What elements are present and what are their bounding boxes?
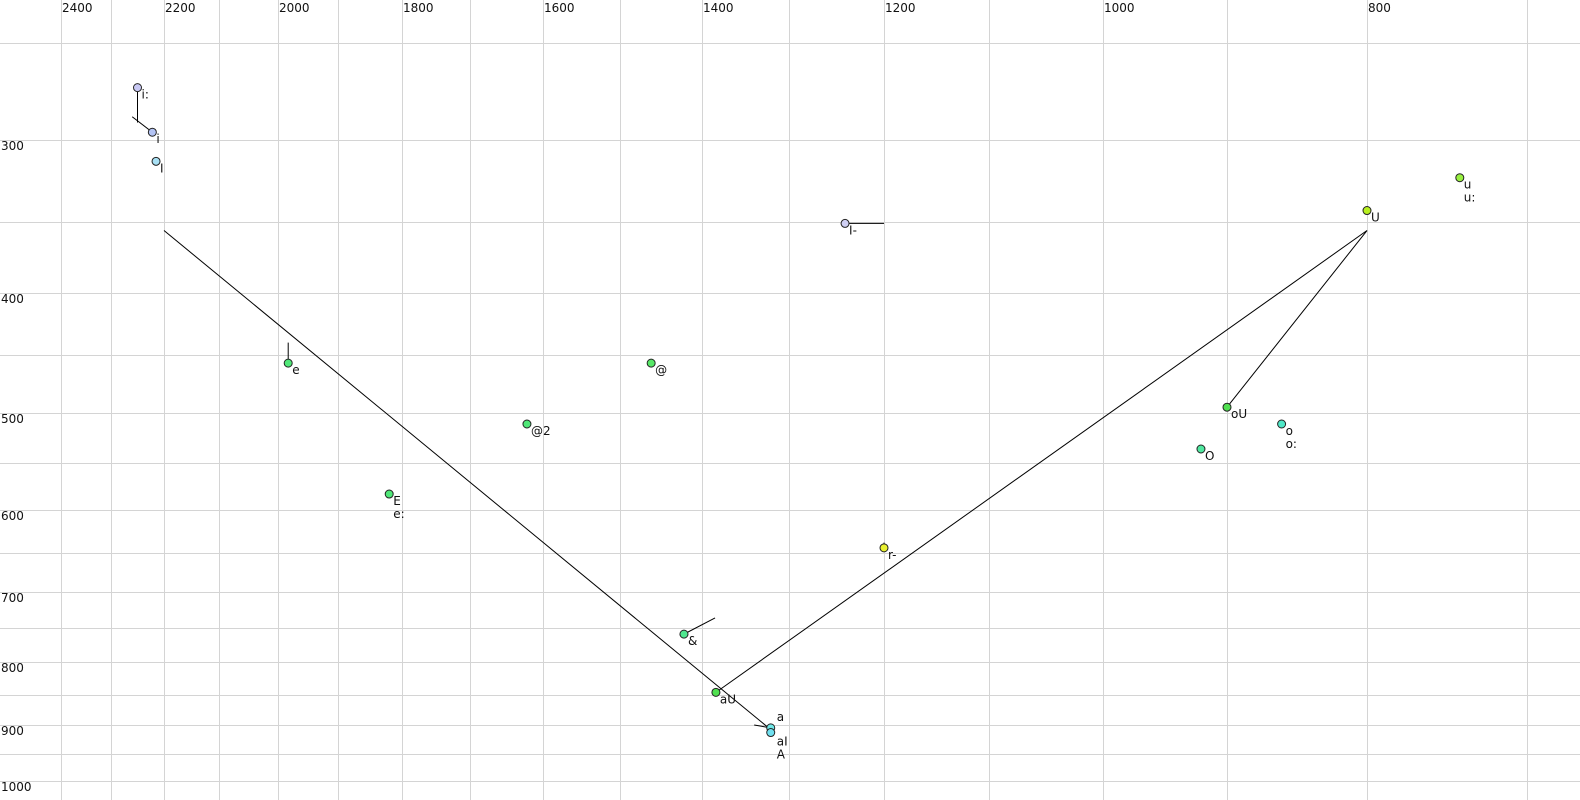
trajectory-line [683, 617, 716, 635]
trajectory-line [163, 230, 772, 731]
vowel-point[interactable] [711, 687, 721, 697]
vowel-label: oU [1231, 407, 1247, 421]
vowel-point[interactable] [1362, 206, 1372, 216]
vowel-label: @2 [531, 424, 551, 438]
vowel-label: a [777, 710, 784, 724]
x-tick-label: 1600 [544, 1, 575, 15]
x-tick-label: 2000 [279, 1, 310, 15]
vowel-point[interactable] [133, 83, 142, 93]
x-tick-label: 1200 [885, 1, 916, 15]
y-tick-label: 500 [1, 412, 24, 426]
vowel-label: I- [849, 223, 857, 237]
y-tick-label: 800 [1, 661, 24, 675]
y-tick-label: 600 [1, 509, 24, 523]
vowel-label: aU [720, 692, 736, 706]
vowel-label: e [292, 363, 299, 377]
vowel-point[interactable] [1455, 173, 1465, 183]
vowel-label: O [1205, 449, 1214, 463]
vowel-label: aI A [777, 735, 788, 762]
vowel-label: I [160, 161, 164, 175]
vowel-label: r- [888, 548, 897, 562]
trajectory-line [1226, 230, 1368, 408]
vowel-point[interactable] [679, 629, 689, 639]
x-tick-label: 1800 [403, 1, 434, 15]
y-tick-label: 1000 [1, 780, 32, 794]
vowel-point[interactable] [840, 218, 850, 228]
vowel-point[interactable] [766, 728, 776, 738]
vowel-label: & [688, 634, 697, 648]
vowel-label: o o: [1286, 424, 1297, 451]
vowel-point[interactable] [879, 543, 889, 553]
x-tick-label: 1400 [703, 1, 734, 15]
x-tick-label: 1000 [1104, 1, 1135, 15]
y-tick-label: 900 [1, 724, 24, 738]
y-tick-label: 400 [1, 292, 24, 306]
x-tick-label: 2200 [165, 1, 196, 15]
x-tick-label: 2400 [62, 1, 93, 15]
tick-labels: 2400 2200 2000 1800 1600 1400 1200 1000 800 300 40… [1, 1, 1391, 794]
trajectories [131, 87, 1368, 731]
vowel-point[interactable] [151, 156, 161, 166]
points: i: i Ie E e: @2 @ & aU a aI A I-r- OoU o o: Uu u: [133, 83, 1476, 762]
trajectory-line [715, 230, 1368, 693]
vowel-label: @ [655, 363, 667, 377]
vowel-label: u u: [1464, 178, 1476, 205]
vowel-label: U [1371, 211, 1380, 225]
vowel-label: i: [142, 88, 149, 102]
vowel-point[interactable] [522, 419, 532, 429]
vowel-point[interactable] [1222, 402, 1232, 412]
vowel-point[interactable] [147, 127, 157, 137]
y-tick-label: 300 [1, 139, 24, 153]
vowel-label: i [156, 132, 159, 146]
y-tick-label: 700 [1, 591, 24, 605]
vowel-point[interactable] [1196, 444, 1206, 454]
x-tick-label: 800 [1368, 1, 1391, 15]
vowel-point[interactable] [283, 358, 293, 368]
vowel-point[interactable] [646, 358, 656, 368]
vowel-point[interactable] [1277, 419, 1287, 429]
vowel-point[interactable] [384, 489, 394, 499]
